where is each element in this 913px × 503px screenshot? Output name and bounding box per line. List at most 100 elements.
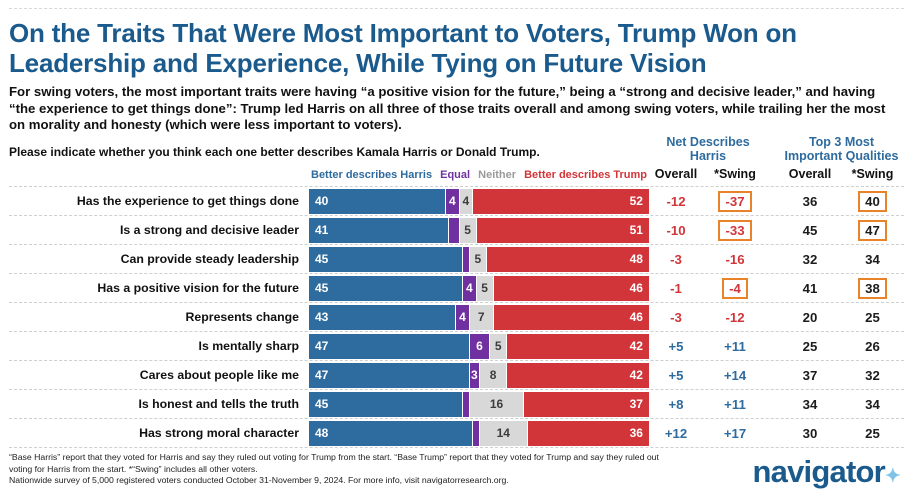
top3-overall-value: 37 [802, 367, 818, 383]
neither-bar-segment: 7 [468, 304, 493, 330]
top3-overall-value: 20 [802, 309, 818, 325]
top3-swing-value: 32 [865, 367, 880, 383]
net-overall-value: -10 [666, 222, 686, 238]
harris-bar-segment: 41 [309, 217, 449, 243]
harris-bar-segment: 43 [309, 304, 456, 330]
table-row: Is mentally sharp 47 6 5 42 +5 +11 25 26 [9, 332, 904, 362]
table-row: Has a positive vision for the future 45 … [9, 274, 904, 304]
net-swing-value: +11 [724, 396, 746, 412]
top3-swing-value: 25 [865, 425, 880, 441]
top3-swing-value: 26 [865, 338, 880, 354]
star-icon: ✦ [884, 465, 901, 487]
neither-bar-segment: 5 [458, 217, 476, 243]
logo-wordmark: navigator [752, 453, 886, 489]
trump-bar-segment: 46 [492, 304, 649, 330]
top3-overall-header: Overall [788, 167, 832, 182]
neither-bar-segment: 14 [478, 420, 527, 446]
trait-label: Has strong moral character [139, 426, 299, 441]
footnotes: “Base Harris” report that they voted for… [9, 452, 677, 486]
trump-bar-segment: 48 [485, 246, 649, 272]
top3-swing-header: *Swing [851, 167, 894, 182]
net-overall-value: +12 [664, 425, 688, 441]
subtitle-text: For swing voters, the most important tra… [9, 84, 886, 133]
top3-overall-value: 41 [802, 280, 818, 296]
table-row: Is honest and tells the truth 45 16 37 +… [9, 390, 904, 420]
net-swing-value: -4 [703, 277, 767, 299]
table-row: Has strong moral character 48 14 36 +12 … [9, 419, 904, 449]
legend-harris-label: Better describes Harris [311, 169, 433, 182]
top3-qualities-header: Top 3 Most Important Qualities [784, 135, 899, 164]
harris-bar-segment: 45 [309, 275, 462, 301]
top3-overall-value: 30 [802, 425, 818, 441]
legend-equal-label: Equal [440, 169, 471, 182]
table-row: Represents change 43 4 7 46 -3 -12 20 25 [9, 303, 904, 333]
net-overall-header: Overall [654, 167, 698, 182]
top3-swing-value: 34 [865, 396, 880, 412]
trump-bar-segment: 37 [523, 391, 649, 417]
top3-overall-value: 45 [802, 222, 818, 238]
trait-label: Is mentally sharp [198, 339, 299, 354]
top3-overall-value: 36 [802, 193, 818, 209]
equal-bar-segment [462, 246, 469, 272]
net-swing-value: +17 [723, 425, 747, 441]
net-swing-value: -37 [703, 190, 767, 212]
stacked-bar: 47 3 8 42 [309, 362, 649, 388]
stacked-bar: 43 4 7 46 [309, 304, 649, 330]
net-describes-harris-header: Net Describes Harris [666, 135, 750, 164]
legend-neither-label: Neither [478, 169, 517, 182]
table-row: Has the experience to get things done 40… [9, 187, 904, 217]
equal-bar-segment [462, 391, 469, 417]
harris-bar-segment: 45 [309, 246, 462, 272]
navigator-logo: navigator✦ [753, 456, 904, 487]
harris-bar-segment: 45 [309, 391, 462, 417]
trait-label: Is honest and tells the truth [138, 397, 299, 412]
net-swing-value: -12 [725, 309, 745, 325]
net-swing-header: *Swing [714, 167, 756, 182]
question-prompt: Please indicate whether you think each o… [9, 145, 540, 160]
top3-swing-value: 34 [865, 251, 880, 267]
harris-bar-segment: 40 [309, 188, 445, 214]
legend-trump-label: Better describes Trump [524, 169, 647, 182]
footnote-definitions: “Base Harris” report that they voted for… [9, 452, 659, 474]
top3-overall-value: 32 [802, 251, 818, 267]
net-overall-value: -3 [670, 309, 682, 325]
trait-label: Is a strong and decisive leader [119, 223, 299, 238]
net-swing-value: -16 [725, 251, 745, 267]
top3-swing-value: 47 [841, 219, 904, 241]
equal-bar-segment: 4 [462, 275, 476, 301]
stacked-bar: 41 5 51 [309, 217, 649, 243]
table-row: Is a strong and decisive leader 41 5 51 … [9, 216, 904, 246]
harris-bar-segment: 48 [309, 420, 473, 446]
stacked-bar: 47 6 5 42 [309, 333, 649, 359]
top3-swing-value: 38 [841, 277, 904, 299]
top3-overall-value: 25 [802, 338, 818, 354]
trait-label: Cares about people like me [139, 368, 299, 383]
column-headers: Please indicate whether you think each o… [9, 135, 904, 186]
stacked-bar: 45 16 37 [309, 391, 649, 417]
net-overall-value: -1 [670, 280, 682, 296]
trump-bar-segment: 42 [506, 333, 649, 359]
chart-rows: Has the experience to get things done 40… [9, 186, 904, 449]
top3-swing-value: 40 [841, 190, 904, 212]
neither-bar-segment: 4 [458, 188, 473, 214]
footer: “Base Harris” report that they voted for… [9, 452, 904, 486]
neither-bar-segment: 8 [478, 362, 507, 388]
equal-bar-segment [472, 420, 479, 446]
stacked-bar: 45 4 5 46 [309, 275, 649, 301]
net-swing-value: +11 [724, 338, 746, 354]
equal-bar-segment: 3 [468, 362, 479, 388]
legend: Better describes Harris Equal Neither Be… [309, 165, 649, 186]
stacked-bar: 48 14 36 [309, 420, 649, 446]
net-swing-value: -33 [703, 219, 767, 241]
trump-bar-segment: 46 [492, 275, 649, 301]
trump-bar-segment: 51 [475, 217, 649, 243]
harris-bar-segment: 47 [309, 333, 469, 359]
footnote-methodology: Nationwide survey of 5,000 registered vo… [9, 475, 509, 486]
neither-bar-segment: 16 [468, 391, 524, 417]
table-row: Can provide steady leadership 45 5 48 -3… [9, 245, 904, 275]
harris-bar-segment: 47 [309, 362, 469, 388]
net-overall-value: -12 [666, 193, 686, 209]
net-overall-value: -3 [670, 251, 682, 267]
trump-bar-segment: 42 [506, 362, 649, 388]
